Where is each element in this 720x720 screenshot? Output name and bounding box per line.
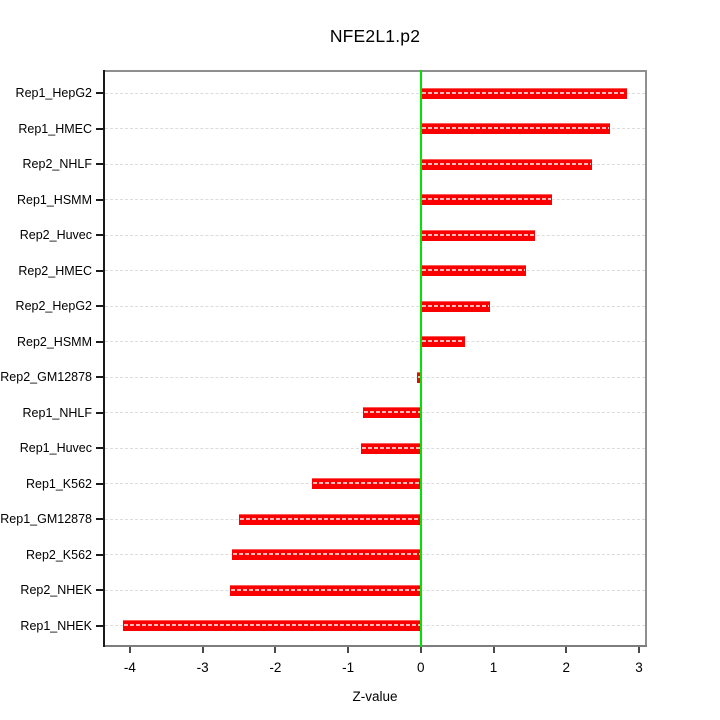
bar-dash-stripe: [421, 340, 465, 343]
category-label-Rep2_HepG2: Rep2_HepG2: [15, 299, 92, 314]
bar-Rep1_NHEK: [122, 620, 421, 632]
bar-dash-stripe: [421, 91, 627, 94]
bar-dash-stripe: [123, 624, 420, 627]
bar-Rep2_HepG2: [420, 300, 490, 312]
bar-dash-stripe: [230, 588, 420, 591]
gridline: [105, 376, 645, 378]
bar-dash-stripe: [421, 127, 609, 130]
y-tick: [96, 518, 103, 521]
x-tick: [419, 647, 422, 653]
y-axis-labels: Rep1_HepG2 Rep1_HMEC Rep2_NHLF Rep1_HSMM Rep…: [0, 70, 103, 647]
y-tick: [96, 447, 103, 450]
y-tick: [96, 305, 103, 308]
x-axis-title: Z-value: [352, 689, 398, 704]
y-tick: [96, 553, 103, 556]
bar-Rep1_HSMM: [420, 194, 552, 206]
category-label-Rep2_K562: Rep2_K562: [25, 547, 92, 562]
x-tick: [638, 647, 640, 653]
category-label-Rep2_GM12878: Rep2_GM12878: [0, 370, 92, 385]
x-tick-label-3: 3: [635, 660, 643, 675]
y-tick: [96, 411, 103, 414]
bar-Rep2_HMEC: [420, 265, 527, 277]
bar-dash-stripe: [312, 482, 420, 485]
bar-Rep2_NHLF: [420, 158, 593, 170]
x-tick-label--4: -4: [123, 660, 136, 675]
bar-dash-stripe: [362, 446, 420, 449]
bar-Rep2_Huvec: [420, 229, 535, 241]
bar-dash-stripe: [421, 269, 526, 272]
bar-dash-stripe: [240, 517, 420, 520]
gridline: [105, 92, 645, 94]
bar-Rep2_K562: [232, 549, 421, 561]
bar-Rep2_NHEK: [229, 584, 421, 596]
y-tick: [96, 376, 103, 379]
plot-title: NFE2L1.p2: [329, 26, 421, 46]
y-tick: [96, 589, 103, 592]
y-axis-line: [103, 70, 105, 647]
x-tick: [347, 647, 350, 653]
x-tick-label--3: -3: [196, 660, 209, 675]
category-label-Rep2_NHLF: Rep2_NHLF: [22, 157, 92, 172]
bar-dash-stripe: [418, 375, 420, 378]
plot-border-right: [645, 70, 647, 647]
bar-Rep1_Huvec: [361, 442, 421, 454]
x-tick-label-1: 1: [489, 660, 498, 675]
x-tick: [128, 647, 131, 653]
y-tick: [96, 340, 103, 343]
gridline: [105, 234, 645, 236]
category-label-Rep2_HMEC: Rep2_HMEC: [18, 263, 92, 278]
category-label-Rep1_HSMM: Rep1_HSMM: [16, 192, 92, 207]
category-label-Rep2_NHEK: Rep2_NHEK: [20, 583, 92, 598]
x-tick: [565, 647, 568, 653]
bar-dash-stripe: [421, 233, 534, 236]
bar-Rep1_HepG2: [420, 87, 628, 99]
y-tick: [96, 269, 103, 272]
y-tick: [96, 198, 103, 201]
plot-border-bottom: [103, 645, 647, 647]
category-label-Rep1_K562: Rep1_K562: [25, 476, 92, 491]
category-label-Rep1_HMEC: Rep1_HMEC: [18, 121, 92, 136]
y-tick: [96, 92, 103, 95]
y-tick: [96, 234, 103, 237]
bar-Rep1_GM12878: [239, 513, 421, 525]
x-tick-label-2: 2: [562, 660, 571, 675]
y-tick: [96, 127, 103, 130]
y-tick: [96, 163, 103, 166]
y-tick: [96, 624, 103, 627]
category-label-Rep2_HSMM: Rep2_HSMM: [16, 334, 92, 349]
bar-dash-stripe: [421, 304, 489, 307]
category-label-Rep2_Huvec: Rep2_Huvec: [19, 228, 92, 243]
category-label-Rep1_NHLF: Rep1_NHLF: [22, 405, 92, 420]
x-tick-label--1: -1: [342, 660, 355, 675]
gridline: [105, 341, 645, 343]
plot-area: -4 -3 -2 -1 0 1 2 3: [96, 70, 647, 675]
bar-dash-stripe: [421, 162, 592, 165]
category-label-Rep1_NHEK: Rep1_NHEK: [20, 618, 92, 633]
category-label-Rep1_GM12878: Rep1_GM12878: [0, 512, 92, 527]
x-tick-label-0: 0: [417, 660, 425, 675]
x-tick-label--2: -2: [269, 660, 282, 675]
bar-Rep1_NHLF: [363, 407, 421, 419]
gridline: [105, 128, 645, 130]
bar-Rep2_GM12878: [417, 371, 421, 383]
bar-dash-stripe: [233, 553, 420, 556]
x-tick: [274, 647, 277, 653]
gridline: [105, 199, 645, 201]
plot-border-top: [103, 70, 647, 72]
zero-line: [419, 70, 422, 647]
x-tick: [201, 647, 204, 653]
gridline: [105, 163, 645, 165]
bar-dash-stripe: [421, 198, 551, 201]
x-tick: [492, 647, 495, 653]
category-label-Rep1_Huvec: Rep1_Huvec: [19, 441, 92, 456]
y-tick: [96, 482, 103, 485]
bar-Rep1_HMEC: [420, 123, 610, 135]
category-label-Rep1_HepG2: Rep1_HepG2: [15, 86, 92, 101]
bar-Rep2_HSMM: [420, 336, 466, 348]
bar-dash-stripe: [364, 411, 420, 414]
gridline: [105, 305, 645, 307]
bar-Rep1_K562: [311, 478, 421, 490]
gridline: [105, 270, 645, 272]
